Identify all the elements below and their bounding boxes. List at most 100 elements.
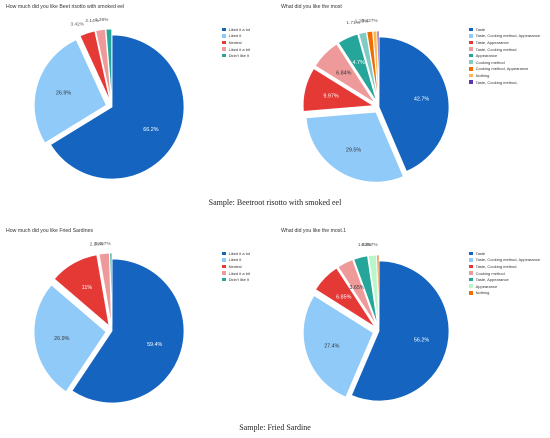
legend-item-taste: Taste: [469, 250, 540, 257]
legend-swatch: [222, 271, 226, 275]
legend-label: Neutral: [228, 39, 242, 45]
legend-swatch: [222, 264, 226, 269]
chart-panel-sardine-like: How much did you like Fried Sardines 59.…: [0, 224, 275, 424]
legend-item-cooking-method: Cooking method: [469, 59, 540, 66]
pie-data-label: 4.7%: [352, 60, 364, 66]
legend-swatch: [469, 60, 473, 65]
legend-swatch: [222, 27, 226, 32]
legend-item-liked-it: Liked it: [222, 33, 250, 40]
legend-label: Appearance: [475, 283, 498, 289]
pie-data-label: 26.9%: [54, 336, 69, 342]
pie-slice-didn-t-like-it: [105, 28, 113, 102]
legend-swatch: [469, 258, 473, 262]
pie-slice-liked-it-a-lot: [71, 258, 185, 404]
legend-swatch: [469, 251, 473, 256]
pie-chart-sardine-like: 59.4% 26.9% 11% 2.28%0.457%: [33, 241, 185, 404]
legend: Liked it a lot Liked it Neutral Liked it a …: [222, 26, 250, 59]
legend-item-liked-it-a-bit: Liked it a bit: [222, 270, 250, 277]
legend-label: Taste, Cooking method,: [475, 79, 518, 85]
legend-swatch: [469, 40, 473, 45]
legend-swatch: [222, 47, 226, 51]
legend-item-liked-it-a-lot: Liked it a lot: [222, 250, 250, 257]
pie-data-label: 0.457%: [361, 242, 378, 248]
pie-slice-nothing: [376, 254, 380, 326]
legend-swatch: [222, 40, 226, 45]
legend-item-neutral: Neutral: [222, 39, 250, 46]
chart-panel-beet-most: What did you like the most 42.7% 29.5% 9.9…: [275, 0, 550, 200]
legend-label: Taste, Appearance: [475, 277, 509, 283]
legend-label: Cooking method, Appearance: [475, 66, 529, 72]
legend-item-taste-cooking-method: Taste, Cooking method: [469, 46, 540, 53]
legend-item-liked-it-a-lot: Liked it a lot: [222, 26, 250, 33]
legend-label: Cooking method: [475, 270, 505, 276]
pie-data-label: 1.28%: [355, 18, 369, 24]
legend-swatch: [469, 277, 473, 282]
pie-slice-cooking-method: [337, 259, 377, 326]
pie-data-label: 0.457%: [94, 241, 111, 247]
legend-label: Didn't like it: [228, 53, 249, 59]
legend: Taste Taste, Cooking method, Appearance Ta…: [469, 26, 540, 85]
pie-data-label: 66.2%: [143, 127, 158, 133]
chart-title: How much did you like Beet risotto with …: [6, 4, 125, 10]
legend-swatch: [222, 34, 226, 38]
pie-data-label: 56.2%: [414, 338, 429, 344]
pie-slice-liked-it-a-bit: [98, 252, 112, 326]
pie-slice-neutral: [79, 30, 111, 102]
legend-item-nothing: Nothing: [469, 290, 540, 297]
legend-item-cooking-method-appearance: Cooking method, Appearance: [469, 66, 540, 73]
pie-slice-taste-appearance: [302, 68, 375, 112]
caption-top: Sample: Beetroot risotto with smoked eel: [208, 198, 342, 207]
legend-label: Taste, Cooking method: [475, 46, 517, 52]
legend-item-liked-it-a-bit: Liked it a bit: [222, 46, 250, 53]
legend-swatch: [469, 27, 473, 32]
legend-item-appearance: Appearance: [469, 283, 540, 290]
pie-data-label: 1.28%: [95, 17, 109, 23]
pie-slice-liked-it: [33, 39, 107, 144]
pie-slice-liked-it: [33, 284, 107, 393]
pie-data-label: 2.28%: [90, 241, 104, 247]
legend-swatch: [222, 53, 226, 58]
legend-item-appearance: Appearance: [469, 52, 540, 59]
legend-swatch: [469, 291, 473, 295]
legend-label: Liked it a bit: [228, 46, 250, 52]
legend-swatch: [469, 53, 473, 58]
pie-slice-appearance: [367, 254, 379, 326]
legend-label: Taste, Cooking method, Appearance: [475, 33, 541, 39]
legend-item-cooking-method: Cooking method: [469, 270, 540, 277]
legend-label: Taste: [475, 250, 486, 256]
legend-label: Cooking method: [475, 59, 505, 65]
legend-item-taste: Taste: [469, 26, 540, 33]
legend-item-taste-cooking-method-appearance: Taste, Cooking method, Appearance: [469, 33, 540, 40]
pie-slice-liked-it-a-lot: [50, 34, 185, 180]
pie-data-label: 3.42%: [70, 21, 84, 27]
legend-swatch: [469, 47, 473, 51]
pie-data-label: 29.5%: [346, 147, 361, 153]
legend-label: Taste, Cooking method, Appearance: [475, 257, 541, 263]
pie-data-label: 9.97%: [323, 93, 338, 99]
legend-label: Liked it: [228, 257, 242, 263]
caption-bottom: Sample: Fried Sardine: [239, 423, 311, 432]
pie-slice-didn-t-like-it: [109, 252, 113, 326]
legend-label: Didn't like it: [228, 277, 249, 283]
legend-item-taste-appearance: Taste, Appearance: [469, 39, 540, 46]
pie-slice-appearance: [337, 33, 377, 102]
pie-data-label: 27.4%: [324, 344, 339, 350]
pie-data-label: 1.71%: [346, 20, 360, 26]
pie-data-label: 6.85%: [336, 294, 351, 300]
pie-slice-taste-cooking-method-appearance: [302, 294, 374, 398]
pie-slice-taste: [378, 36, 450, 172]
legend-item-nothing: Nothing: [469, 72, 540, 79]
legend: Liked it a lot Liked it Neutral Liked it a …: [222, 250, 250, 283]
pie-slice-taste-cooking-method: [314, 267, 376, 328]
pie-chart-sardine-most: 56.2% 27.4% 6.85% 3.65% 1.83%0.457%: [302, 242, 450, 402]
legend-swatch: [469, 67, 473, 71]
pie-chart-beet-like: 66.2% 26.9% 3.42%2.14%1.28%: [33, 17, 185, 180]
pie-slice-taste-cooking-method: [376, 30, 380, 102]
pie-slice-neutral: [53, 254, 110, 327]
pie-chart-beet-most: 42.7% 29.5% 9.97% 6.84%4.7% 1.71%1.28%0.427%: [302, 18, 450, 183]
legend-label: Liked it a bit: [228, 270, 250, 276]
legend-label: Nothing: [475, 72, 490, 78]
pie-slice-cooking-method-appearance: [366, 30, 379, 102]
legend-label: Taste, Cooking method: [475, 263, 517, 269]
legend-item-liked-it: Liked it: [222, 257, 250, 264]
